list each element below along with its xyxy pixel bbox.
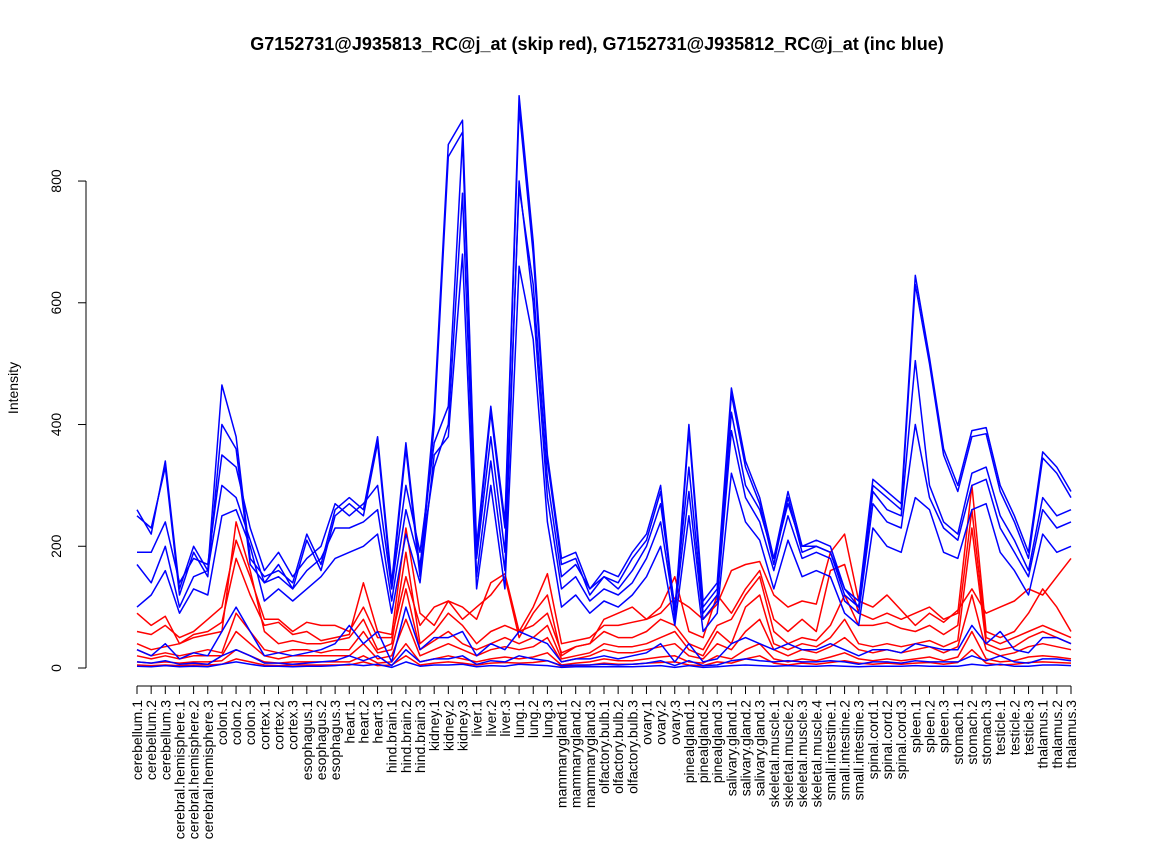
x-tick-label: spinal.cord.1 xyxy=(865,700,881,780)
x-tick-label: esophagus.1 xyxy=(299,700,315,780)
x-tick-label: cerebral.hemisphere.2 xyxy=(186,700,202,840)
y-tick-label: 200 xyxy=(48,534,64,558)
x-tick-label: olfactory.bulb.1 xyxy=(596,700,612,794)
x-tick-label: testicle.1 xyxy=(992,700,1008,755)
x-tick-label: stomach.1 xyxy=(950,700,966,765)
skip-series-line xyxy=(136,527,1072,660)
x-tick-label: hind.brain.3 xyxy=(412,700,428,773)
x-tick-label: mammarygland.2 xyxy=(568,700,584,808)
x-tick-label: small.intestine.1 xyxy=(822,700,838,801)
x-tick-label: cerebellum.2 xyxy=(143,700,159,780)
x-tick-label: spleen.3 xyxy=(936,700,952,753)
x-tick-label: kidney.3 xyxy=(454,700,470,751)
skip-series-line xyxy=(136,484,1072,657)
x-tick-label: cortex.1 xyxy=(256,700,272,750)
skip-series-line xyxy=(136,527,1072,645)
x-tick-label: thalamus.3 xyxy=(1063,700,1079,769)
x-tick-label: cortex.3 xyxy=(285,700,301,750)
x-tick-label: thalamus.2 xyxy=(1049,700,1065,769)
x-tick-label: salivary.gland.3 xyxy=(752,700,768,796)
x-tick-label: colon.2 xyxy=(228,700,244,745)
x-tick-label: lung.3 xyxy=(539,700,555,738)
x-tick-label: testicle.3 xyxy=(1021,700,1037,755)
x-tick-label: spinal.cord.2 xyxy=(879,700,895,780)
x-tick-label: colon.1 xyxy=(214,700,230,745)
x-tick-label: olfactory.bulb.3 xyxy=(624,700,640,794)
x-tick-label: heart.1 xyxy=(341,700,357,744)
chart-title: G7152731@J935813_RC@j_at (skip red), G71… xyxy=(250,34,944,54)
x-tick-label: mammarygland.1 xyxy=(554,700,570,808)
x-tick-label: skeletal.muscle.4 xyxy=(808,700,824,808)
x-tick-label: salivary.gland.1 xyxy=(723,700,739,796)
x-tick-label: cerebellum.1 xyxy=(129,700,145,780)
x-tick-label: esophagus.2 xyxy=(313,700,329,780)
inc-series-line xyxy=(136,253,1072,633)
x-tick-label: cortex.2 xyxy=(271,700,287,750)
inc-series-line xyxy=(136,648,1072,667)
y-axis: 0 200 400 600 800 xyxy=(48,169,87,672)
x-tick-label: pinealgland.2 xyxy=(695,700,711,784)
x-tick-label: cerebral.hemisphere.1 xyxy=(171,700,187,840)
x-tick-label: kidney.1 xyxy=(426,700,442,751)
x-tick-label: heart.2 xyxy=(355,700,371,744)
x-tick-label: pinealgland.1 xyxy=(681,700,697,784)
skip-series-line xyxy=(136,508,1072,654)
x-tick-label: spinal.cord.3 xyxy=(893,700,909,780)
x-tick-label: thalamus.1 xyxy=(1035,700,1051,769)
inc-series-line xyxy=(136,180,1072,621)
x-tick-label: kidney.2 xyxy=(440,700,456,751)
x-tick-label: liver.1 xyxy=(469,700,485,737)
x-tick-label: ovary.2 xyxy=(653,700,669,745)
x-tick-label: olfactory.bulb.2 xyxy=(610,700,626,794)
x-tick-label: lung.2 xyxy=(525,700,541,738)
series-lines xyxy=(136,95,1072,669)
x-tick-label: spleen.1 xyxy=(907,700,923,753)
x-tick-label: salivary.gland.2 xyxy=(738,700,754,796)
inc-series-line xyxy=(136,661,1072,669)
x-tick-label: liver.2 xyxy=(483,700,499,737)
y-tick-label: 400 xyxy=(48,413,64,437)
x-tick-label: liver.3 xyxy=(497,700,513,737)
y-tick-label: 600 xyxy=(48,291,64,315)
x-tick-label: cerebral.hemisphere.3 xyxy=(200,700,216,840)
x-tick-label: stomach.3 xyxy=(978,700,994,765)
x-tick-label: skeletal.muscle.1 xyxy=(766,700,782,808)
x-axis: cerebellum.1cerebellum.2cerebellum.3cere… xyxy=(129,685,1079,840)
y-tick-label: 800 xyxy=(48,169,64,193)
x-tick-label: lung.1 xyxy=(511,700,527,738)
x-tick-label: mammarygland.3 xyxy=(582,700,598,808)
x-tick-label: small.intestine.2 xyxy=(837,700,853,801)
x-tick-label: colon.3 xyxy=(242,700,258,745)
inc-series-line xyxy=(136,606,1072,663)
x-tick-label: pinealgland.3 xyxy=(709,700,725,784)
x-tick-label: spleen.2 xyxy=(921,700,937,753)
x-tick-label: ovary.1 xyxy=(638,700,654,745)
x-tick-label: hind.brain.2 xyxy=(398,700,414,773)
skip-series-line xyxy=(136,630,1072,666)
y-tick-label: 0 xyxy=(48,664,64,672)
x-tick-label: hind.brain.1 xyxy=(384,700,400,773)
x-tick-label: heart.3 xyxy=(370,700,386,744)
inc-series-line xyxy=(136,95,1072,614)
x-tick-label: esophagus.3 xyxy=(327,700,343,780)
y-axis-label: Intensity xyxy=(5,362,21,414)
x-tick-label: ovary.3 xyxy=(667,700,683,745)
x-tick-label: testicle.2 xyxy=(1006,700,1022,755)
x-tick-label: cerebellum.3 xyxy=(157,700,173,780)
inc-series-line xyxy=(137,137,1072,614)
x-tick-label: skeletal.muscle.2 xyxy=(780,700,796,808)
x-tick-label: small.intestine.3 xyxy=(851,700,867,801)
x-tick-label: skeletal.muscle.3 xyxy=(794,700,810,808)
x-tick-label: stomach.2 xyxy=(964,700,980,765)
